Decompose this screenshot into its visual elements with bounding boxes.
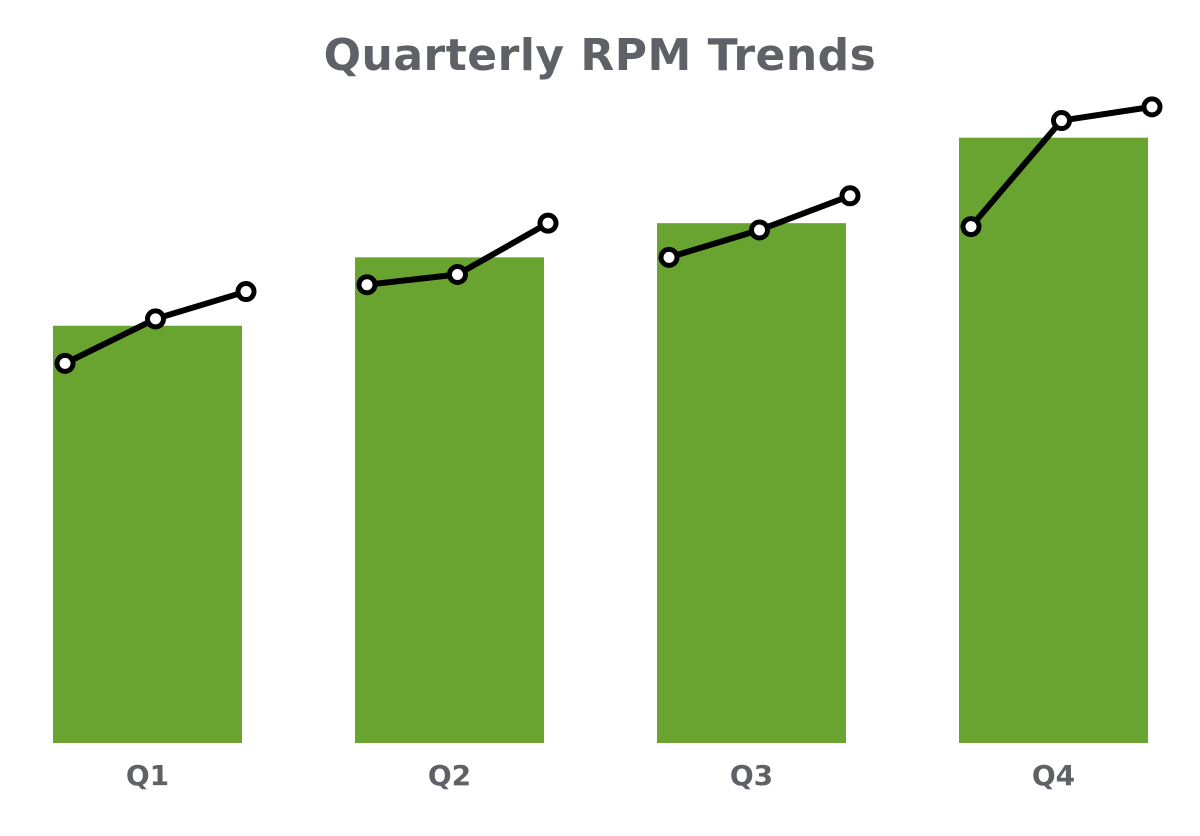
chart-title: Quarterly RPM Trends (323, 30, 877, 81)
trend-point-q2-3 (537, 212, 559, 234)
trend-point-q4-2 (1051, 110, 1072, 132)
trend-point-q3-3 (839, 185, 861, 207)
trend-point-q3-2 (749, 219, 770, 241)
trend-point-q4-3 (1141, 96, 1163, 118)
trend-point-q1-2 (145, 308, 166, 330)
x-tick-label-q3: Q3 (730, 759, 773, 792)
trend-point-q1-1 (54, 352, 76, 374)
trend-point-q1-3 (235, 281, 257, 303)
trend-point-q4-1 (960, 216, 982, 238)
x-tick-label-q4: Q4 (1032, 759, 1075, 792)
x-tick-label-q1: Q1 (126, 759, 169, 792)
bar-q3 (657, 223, 846, 743)
bar-q2 (355, 257, 544, 743)
bar-q1 (53, 325, 242, 743)
bar-q4 (959, 137, 1148, 743)
trend-point-q3-1 (658, 246, 680, 268)
x-tick-labels: Q1 Q2 Q3 Q4 (126, 759, 1075, 792)
trend-point-q2-2 (447, 263, 468, 285)
trend-point-q2-1 (356, 274, 378, 296)
bars (53, 137, 1148, 743)
trend-lines (54, 96, 1163, 374)
x-tick-label-q2: Q2 (428, 759, 471, 792)
